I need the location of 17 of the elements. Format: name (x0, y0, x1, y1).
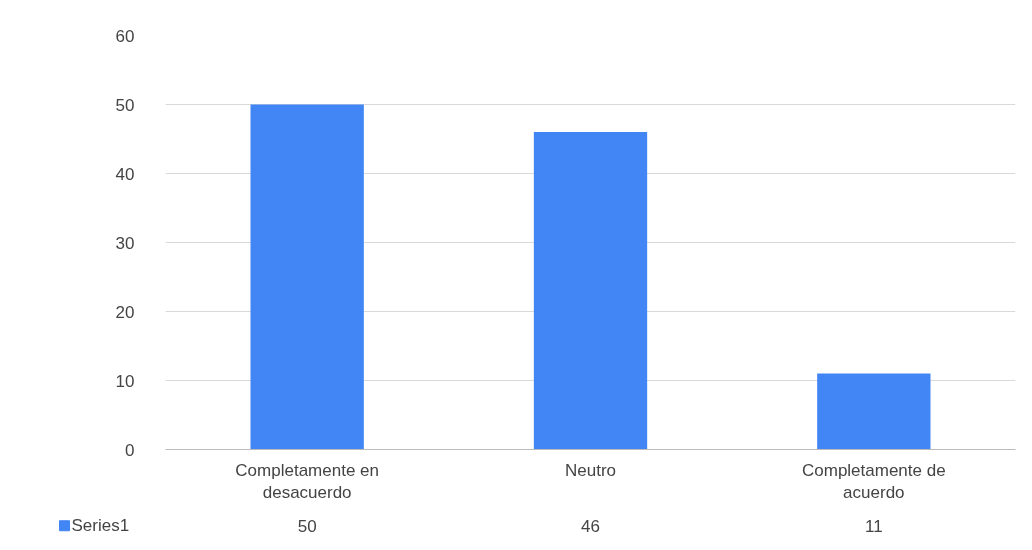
y-tick-label: 10 (115, 371, 135, 391)
y-tick-label: 0 (125, 440, 135, 460)
data-label: 50 (297, 516, 317, 536)
bar (533, 132, 648, 450)
x-tick-label: Completamente de acuerdo (802, 460, 946, 503)
data-label: 46 (581, 516, 600, 536)
data-label: 11 (865, 516, 883, 536)
y-tick-label: 30 (115, 233, 135, 253)
y-tick-label: 40 (115, 164, 135, 184)
y-tick-label: 20 (115, 302, 135, 322)
bar (250, 104, 364, 450)
y-tick-label: 50 (115, 95, 135, 115)
legend-label: Series1 (71, 516, 130, 536)
x-tick-label: Neutro (564, 460, 617, 480)
y-tick-label: 60 (115, 26, 135, 46)
x-tick-label: Completamente en desacuerdo (235, 460, 379, 503)
bar (817, 373, 931, 450)
